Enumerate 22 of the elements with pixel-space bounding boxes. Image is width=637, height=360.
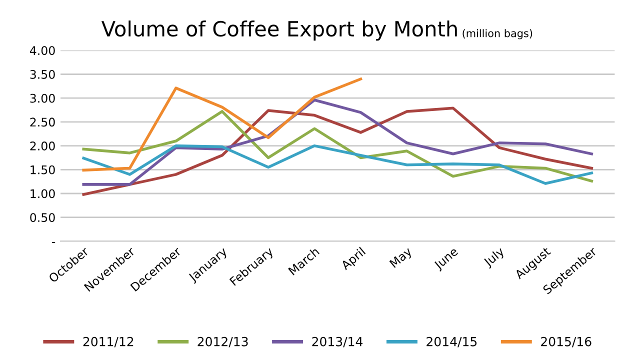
legend-label: 2014/15: [426, 336, 477, 348]
y-tick-label: 3.00: [30, 94, 55, 103]
y-tick-label: -: [52, 242, 56, 243]
line-series: [82, 98, 594, 186]
legend-label: 2012/13: [198, 336, 248, 348]
chart-title: Volume of Coffee Export by Month: [101, 20, 457, 41]
line-series: [82, 144, 594, 185]
y-tick-label: 1.50: [30, 165, 55, 174]
y-tick-label: 1.00: [30, 189, 55, 198]
line-series: [82, 78, 362, 172]
y-tick-label: 2.50: [30, 118, 55, 127]
legend-label: 2015/16: [541, 336, 592, 348]
y-tick-label: 3.50: [30, 70, 55, 79]
line-series: [82, 110, 594, 182]
x-tick-label: May: [389, 246, 414, 270]
legend-label: 2013/14: [312, 336, 363, 348]
y-tick-label: 4.00: [30, 46, 55, 56]
legend-label: 2011/12: [83, 336, 134, 348]
y-tick-label: 2.00: [30, 142, 55, 150]
chart-subtitle: (million bags): [462, 29, 532, 40]
y-tick-label: 0.50: [30, 213, 55, 222]
line-series: [82, 106, 594, 196]
